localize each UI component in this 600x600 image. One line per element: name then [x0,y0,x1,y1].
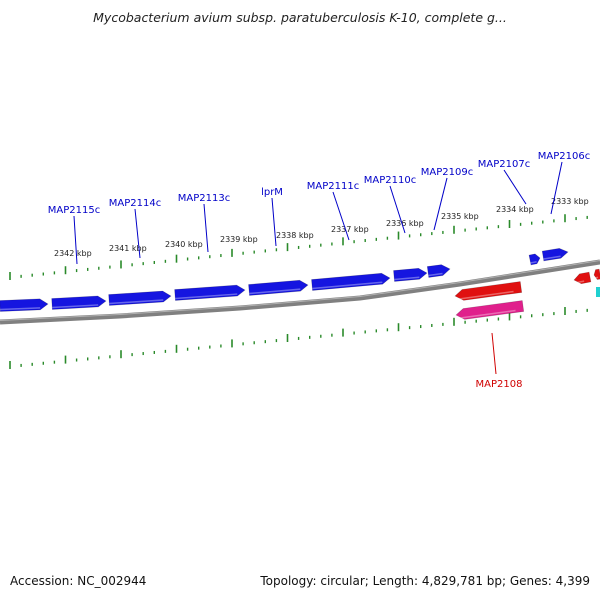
gene-label[interactable]: MAP2109c [421,167,473,178]
gene-label[interactable]: MAP2113c [178,193,230,204]
feature-highlight [574,280,585,284]
forward-cds-feature[interactable] [541,248,569,262]
kbp-label: 2339 kbp [220,235,258,244]
feature-highlight [0,307,41,311]
feature-highlight [530,261,537,264]
forward-cds-feature[interactable] [248,279,309,296]
kbp-label: 2337 kbp [331,225,369,234]
kbp-label: 2333 kbp [551,197,589,206]
feature-highlight [456,309,516,320]
outer-tick-track [9,214,588,280]
forward-cds-feature[interactable] [108,290,172,306]
gene-label[interactable]: lprM [261,187,283,198]
forward-cds-feature[interactable] [311,272,391,291]
feature-highlight [52,304,99,309]
map-title: Mycobacterium avium subsp. paratuberculo… [93,10,507,25]
accession-text: Accession: NC_002944 [10,574,147,588]
kbp-label: 2340 kbp [165,240,203,249]
genome-summary-text: Topology: circular; Length: 4,829,781 bp… [260,574,590,588]
gene-label[interactable]: MAP2107c [478,159,530,170]
reverse-cds-feature[interactable] [454,281,523,301]
kbp-label: 2336 kbp [386,219,424,228]
reverse-cds-feature[interactable] [593,268,600,280]
feature-highlight [428,272,443,277]
forward-cds-feature[interactable] [0,298,49,312]
forward-cds-feature[interactable] [426,264,451,278]
inner-tick-track [9,307,588,369]
forward-cds-feature[interactable] [393,267,428,282]
label-leaders [73,161,563,265]
forward-cds-feature[interactable] [51,295,107,310]
genome-backbone-highlight [0,260,600,321]
feature-highlight [394,276,420,281]
reverse-cds-feature[interactable] [573,271,592,285]
kbp-label: 2335 kbp [441,212,479,221]
genome-backbone [0,259,600,325]
kbp-label: 2334 kbp [496,205,534,214]
feature-highlight [543,255,561,260]
forward-cds-feature[interactable] [174,284,246,301]
misc-feature[interactable] [596,287,600,297]
gene-label[interactable]: MAP2106c [538,151,590,162]
feature-track [0,248,600,320]
kbp-label: 2342 kbp [54,249,92,258]
forward-cds-feature[interactable] [528,253,541,266]
kbp-label: 2338 kbp [276,231,314,240]
label-leader-reverse [491,332,497,375]
gene-label[interactable]: MAP2114c [109,198,161,209]
feature-highlight [109,299,164,305]
feature-highlight [175,293,238,300]
gene-label[interactable]: MAP2115c [48,205,100,216]
gene-label[interactable]: MAP2108 [476,379,523,390]
feature-highlight [594,276,599,279]
feature-highlight [455,290,514,301]
feature-highlight [312,281,383,290]
feature-highlight [249,288,301,295]
gene-label[interactable]: MAP2111c [307,181,359,192]
gene-label[interactable]: MAP2110c [364,175,416,186]
kbp-label: 2341 kbp [109,244,147,253]
reverse-gene-feature[interactable] [455,300,525,320]
